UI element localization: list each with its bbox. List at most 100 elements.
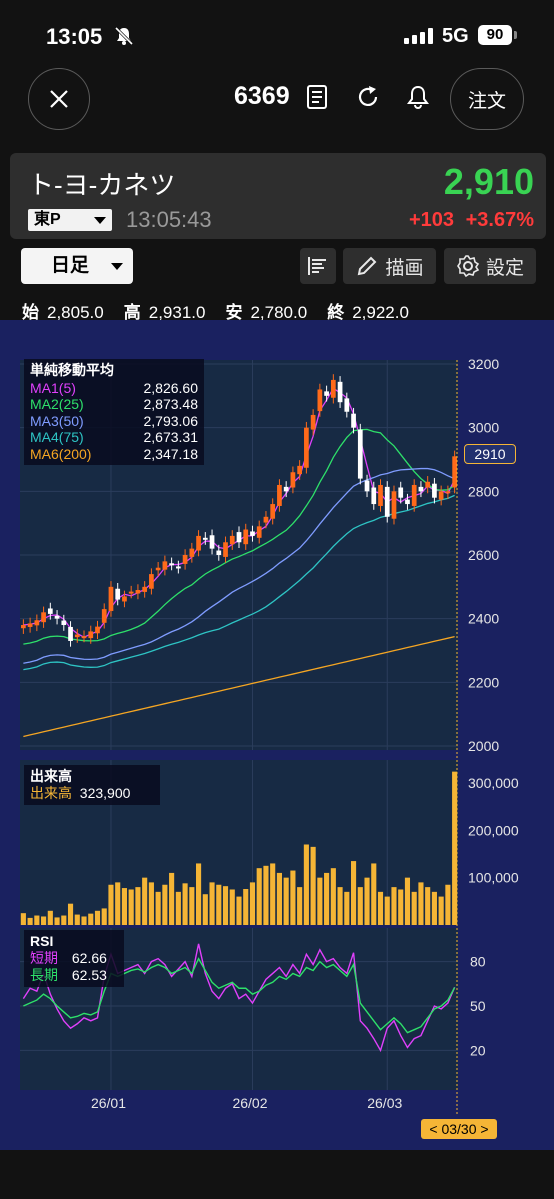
low-label: 安 bbox=[225, 303, 243, 322]
market-select[interactable]: 東P bbox=[28, 209, 112, 231]
open-label: 始 bbox=[22, 303, 39, 322]
refresh-icon[interactable] bbox=[356, 84, 380, 115]
candle bbox=[290, 472, 296, 488]
volume-bar bbox=[175, 891, 181, 925]
volume-bar bbox=[128, 889, 134, 925]
volume-bar bbox=[445, 884, 451, 925]
rsi-legend-name: 短期 bbox=[30, 950, 58, 966]
volume-bar bbox=[297, 887, 303, 925]
candle bbox=[304, 427, 309, 468]
candle bbox=[371, 487, 377, 505]
candle bbox=[398, 487, 404, 498]
draw-button[interactable]: 描画 bbox=[343, 248, 436, 284]
volume-bar bbox=[209, 882, 215, 925]
volume-bar bbox=[243, 889, 249, 925]
volume-bar bbox=[182, 883, 188, 925]
candle bbox=[364, 480, 370, 492]
ma-line-4 bbox=[23, 494, 455, 671]
rsi-tick-label: 20 bbox=[470, 1042, 486, 1058]
ma-legend-value: 2,673.31 bbox=[143, 429, 199, 445]
stock-chart[interactable]: 3200 3000 2800 2600 2400 2200 2000 26/01 26/02 26… bbox=[0, 320, 554, 1150]
candle bbox=[142, 586, 148, 592]
candle bbox=[277, 484, 282, 506]
candle bbox=[418, 486, 424, 492]
candle bbox=[391, 491, 397, 519]
volume-bar bbox=[452, 771, 458, 925]
candle bbox=[330, 379, 336, 398]
volume-bar bbox=[303, 844, 309, 925]
volume-bar bbox=[404, 877, 411, 925]
ma-legend-title: 単純移動平均 bbox=[30, 362, 114, 378]
indicator-list-button[interactable] bbox=[300, 248, 336, 284]
ma-legend-row: MA3(50) 2,793.06 bbox=[30, 413, 198, 430]
volume-bar bbox=[148, 882, 154, 925]
order-button[interactable]: 注文 bbox=[450, 68, 524, 130]
volume-tick-label: 300,000 bbox=[468, 775, 519, 791]
candle bbox=[236, 532, 242, 543]
candle bbox=[155, 567, 161, 571]
candle bbox=[162, 561, 168, 570]
header: 6369 注文 bbox=[0, 62, 554, 142]
last-price-tag: 2910 bbox=[464, 444, 516, 464]
close-button[interactable] bbox=[28, 68, 90, 130]
volume-bar bbox=[74, 914, 80, 925]
volume-bar bbox=[438, 896, 444, 925]
candle bbox=[74, 634, 80, 638]
volume-bar bbox=[108, 884, 114, 925]
candle bbox=[384, 486, 390, 517]
volume-bar bbox=[222, 886, 229, 925]
bell-icon[interactable] bbox=[406, 84, 430, 115]
settings-button[interactable]: 設定 bbox=[444, 248, 536, 284]
candle bbox=[54, 615, 60, 619]
price-tick-label: 2600 bbox=[468, 547, 499, 563]
candle bbox=[263, 516, 269, 523]
current-price: 2,910 bbox=[443, 161, 534, 202]
price-tick-label: 2400 bbox=[468, 611, 499, 627]
rsi-legend-name: 長期 bbox=[30, 967, 58, 983]
document-icon[interactable] bbox=[306, 84, 328, 115]
x-tick-label: 26/01 bbox=[91, 1095, 126, 1111]
volume-bar bbox=[94, 910, 101, 925]
volume-bar bbox=[20, 913, 26, 925]
candle bbox=[101, 609, 107, 623]
ohlc-row: 始 2,805.0 高 2,931.0 安 2,780.0 終 2,922.0 bbox=[22, 298, 429, 323]
volume-bar bbox=[47, 910, 53, 925]
volume-tick-label: 100,000 bbox=[468, 870, 519, 886]
cursor-date-tag: < 03/30 > bbox=[421, 1119, 497, 1139]
volume-bar bbox=[202, 894, 208, 925]
ma-legend-name: MA1(5) bbox=[30, 379, 76, 396]
candle bbox=[95, 626, 100, 634]
candle bbox=[357, 429, 363, 479]
high-label: 高 bbox=[123, 303, 141, 322]
volume-bar bbox=[263, 865, 269, 925]
candle bbox=[21, 625, 26, 629]
ma-legend-name: MA4(75) bbox=[30, 429, 84, 445]
volume-legend-name: 出来高 bbox=[30, 785, 72, 801]
volume-legend-title: 出来高 bbox=[30, 768, 72, 784]
candle bbox=[378, 484, 383, 506]
candle bbox=[189, 548, 195, 557]
volume-bar bbox=[330, 868, 336, 925]
ma-legend-value: 2,826.60 bbox=[143, 379, 199, 396]
candle bbox=[34, 620, 40, 626]
network-type: 5G bbox=[442, 25, 469, 47]
candle bbox=[337, 381, 343, 403]
volume-bar bbox=[364, 877, 370, 925]
volume-bar bbox=[169, 872, 175, 925]
candle bbox=[243, 529, 249, 545]
volume-bar bbox=[377, 891, 384, 925]
quote-time: 13:05:43 bbox=[126, 207, 212, 232]
candle bbox=[27, 623, 33, 627]
volume-bar bbox=[121, 888, 128, 925]
period-select[interactable]: 日足 bbox=[21, 248, 133, 284]
rsi_short-line bbox=[22, 943, 456, 1053]
candle bbox=[196, 535, 201, 551]
volume-bar bbox=[67, 903, 74, 925]
close-icon bbox=[50, 90, 68, 108]
ma-legend-value: 2,793.06 bbox=[143, 412, 199, 429]
candle bbox=[283, 486, 289, 492]
volume-bar bbox=[101, 908, 107, 925]
pencil-icon bbox=[358, 256, 377, 276]
volume-bar bbox=[290, 870, 296, 925]
volume-bar bbox=[196, 863, 202, 925]
